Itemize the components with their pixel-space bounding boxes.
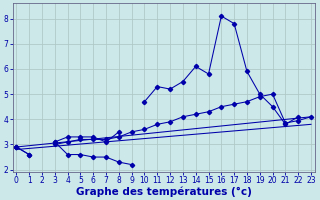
- X-axis label: Graphe des températures (°c): Graphe des températures (°c): [76, 186, 252, 197]
